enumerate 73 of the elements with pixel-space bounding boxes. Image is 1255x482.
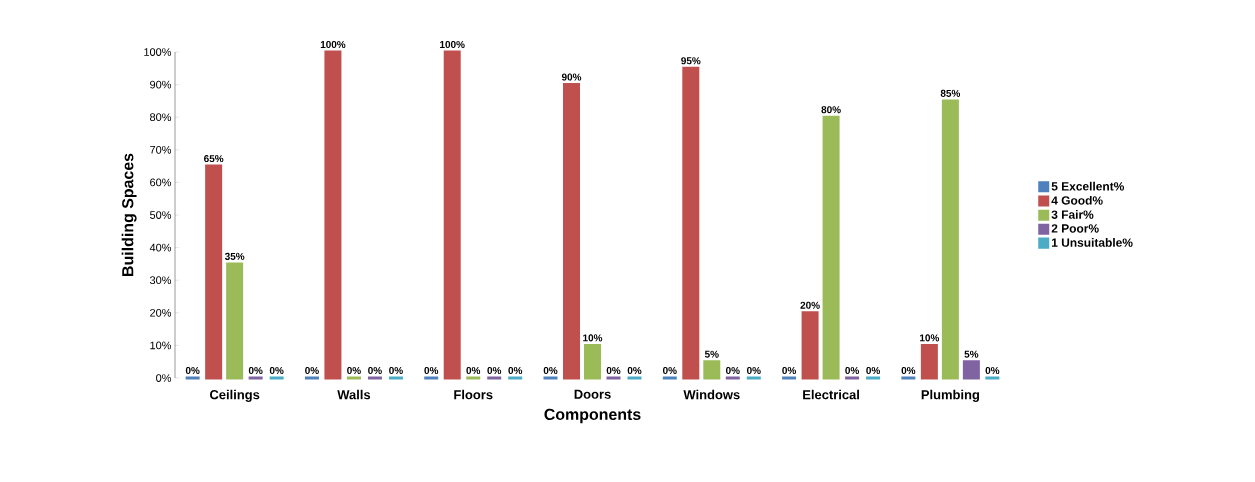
data-label: 0% [508, 366, 523, 374]
bar [205, 164, 223, 380]
y-tick-label: 90% [150, 80, 172, 89]
data-label: 0% [845, 366, 860, 374]
legend-label: 4 Good% [1051, 195, 1103, 205]
data-label: 0% [746, 366, 761, 374]
x-tick-label: Floors [454, 389, 493, 400]
data-label: 85% [940, 89, 961, 97]
data-label: 0% [662, 366, 677, 374]
data-label: 0% [466, 366, 481, 374]
y-tick-label: 50% [149, 211, 172, 219]
bar [324, 50, 342, 380]
x-axis-title: Components [544, 408, 641, 424]
data-label: 90% [561, 73, 582, 81]
bar [563, 83, 581, 380]
legend-label: 2 Poor% [1051, 224, 1099, 233]
data-label: 0% [368, 366, 382, 374]
data-label: 0% [347, 366, 361, 374]
data-label: 35% [224, 252, 245, 260]
y-axis-title: Building Spaces [121, 153, 137, 276]
bar [226, 262, 244, 380]
y-tick-label: 20% [150, 308, 172, 317]
x-tick-label: Walls [337, 389, 371, 400]
data-label: 100% [320, 40, 346, 48]
data-label: 0% [985, 366, 1000, 374]
data-label: 20% [800, 301, 820, 309]
x-tick-label: Plumbing [921, 389, 980, 402]
data-label: 0% [606, 366, 621, 374]
bar [941, 99, 959, 380]
x-tick-label: Windows [683, 389, 740, 400]
x-tick-label: Ceilings [209, 389, 260, 402]
data-label: 0% [305, 366, 319, 374]
y-tick-label: 30% [149, 276, 172, 285]
data-label: 100% [440, 40, 465, 48]
bar [962, 360, 980, 380]
y-tick-label: 60% [150, 178, 172, 187]
data-label: 0% [487, 366, 502, 374]
bar [822, 115, 840, 380]
data-label: 0% [185, 366, 200, 374]
bar [682, 66, 700, 380]
data-label: 0% [248, 366, 263, 374]
data-label: 0% [627, 366, 642, 374]
legend-label: 5 Excellent% [1051, 181, 1125, 191]
data-label: 5% [704, 350, 719, 358]
y-tick-label: 0% [156, 374, 172, 382]
data-label: 0% [901, 366, 916, 374]
data-label: 0% [389, 366, 403, 374]
x-tick-label: Doors [574, 389, 611, 399]
y-tick-label: 100% [144, 48, 172, 56]
data-label: 65% [204, 155, 224, 163]
x-tick-label: Electrical [803, 389, 859, 400]
data-label: 5% [964, 350, 979, 358]
data-label: 95% [681, 57, 701, 65]
data-label: 10% [920, 334, 940, 342]
data-label: 0% [543, 366, 558, 374]
y-tick-label: 10% [150, 341, 172, 350]
data-label: 0% [424, 366, 439, 374]
bar [443, 50, 461, 380]
data-label: 0% [725, 366, 740, 374]
data-label: 10% [583, 334, 603, 342]
bar [703, 360, 721, 380]
y-tick-label: 80% [150, 113, 172, 122]
legend-label: 3 Fair% [1051, 210, 1094, 219]
bar [584, 343, 602, 380]
legend-label: 1 Unsuitable% [1051, 238, 1133, 247]
bar [801, 311, 819, 380]
data-label: 0% [782, 366, 797, 374]
y-tick-label: 40% [149, 243, 172, 252]
data-label: 0% [269, 366, 284, 374]
data-label: 80% [821, 106, 841, 114]
y-tick-label: 70% [150, 145, 172, 154]
bar [920, 343, 938, 380]
data-label: 0% [866, 366, 881, 374]
